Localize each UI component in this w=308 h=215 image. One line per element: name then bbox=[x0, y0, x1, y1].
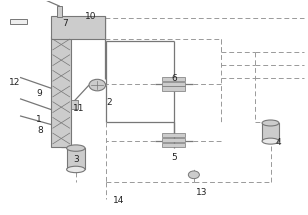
Text: 6: 6 bbox=[171, 74, 177, 83]
Bar bbox=[162, 143, 185, 147]
Circle shape bbox=[188, 171, 199, 179]
Text: 9: 9 bbox=[36, 89, 42, 98]
Text: 5: 5 bbox=[171, 153, 177, 162]
Ellipse shape bbox=[262, 120, 279, 126]
Bar bbox=[71, 100, 78, 109]
Bar bbox=[57, 6, 62, 17]
Text: 13: 13 bbox=[196, 188, 207, 197]
Text: 11: 11 bbox=[73, 104, 85, 113]
Bar bbox=[67, 148, 85, 169]
Bar bbox=[51, 16, 105, 39]
Bar bbox=[162, 77, 185, 81]
Text: 14: 14 bbox=[113, 196, 124, 205]
Text: 3: 3 bbox=[73, 155, 79, 164]
Ellipse shape bbox=[262, 138, 279, 144]
Bar bbox=[51, 36, 71, 147]
Text: 12: 12 bbox=[9, 78, 20, 88]
Text: 1: 1 bbox=[36, 115, 42, 124]
Ellipse shape bbox=[67, 145, 85, 151]
Bar bbox=[162, 138, 185, 142]
Bar bbox=[262, 123, 279, 141]
Text: 7: 7 bbox=[62, 19, 68, 28]
Text: 2: 2 bbox=[107, 98, 112, 107]
Bar bbox=[10, 19, 27, 24]
Text: 8: 8 bbox=[38, 126, 43, 135]
Bar bbox=[162, 81, 185, 86]
Bar bbox=[162, 133, 185, 137]
Ellipse shape bbox=[67, 166, 85, 173]
Circle shape bbox=[89, 79, 106, 91]
Text: 10: 10 bbox=[85, 12, 97, 21]
Text: 4: 4 bbox=[275, 138, 281, 147]
Bar bbox=[162, 86, 185, 91]
